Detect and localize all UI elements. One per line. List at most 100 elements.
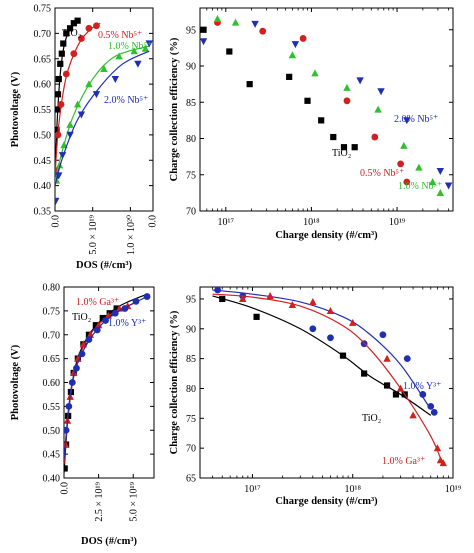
plot-area <box>64 293 151 474</box>
data-point <box>349 318 357 326</box>
data-point <box>213 14 222 22</box>
plot-area <box>200 14 453 196</box>
data-point <box>68 379 76 386</box>
x-tick-label: 10¹⁹ <box>389 217 406 228</box>
y-tick-label: 0.40 <box>43 474 61 485</box>
data-point <box>383 354 391 362</box>
data-point <box>327 334 334 342</box>
y-tick-label: 0.65 <box>43 354 61 365</box>
series-annotation: 1.0% Y³⁺ <box>108 318 146 329</box>
data-point <box>111 309 119 317</box>
y-tick-label: 0.40 <box>34 181 52 192</box>
data-point <box>64 426 70 434</box>
y-tick-label: 0.80 <box>43 283 61 294</box>
x-tick-label: 10¹⁸ <box>344 484 361 495</box>
series-3 <box>55 40 153 205</box>
data-point <box>93 326 101 334</box>
y-tick-label: 70 <box>186 207 196 218</box>
data-point <box>379 331 387 339</box>
data-point <box>374 105 382 113</box>
series-annotation: 2.0% Nb⁵⁺ <box>104 95 148 106</box>
data-point <box>403 178 411 186</box>
data-point <box>326 306 335 314</box>
y-tick-label: 85 <box>186 354 196 365</box>
x-tick-label-extra: 0.0 <box>148 215 159 228</box>
y-tick-label: 95 <box>186 25 196 36</box>
data-point <box>58 50 65 57</box>
y-tick-label: 0.65 <box>34 54 52 65</box>
series-annotation: 1.0% Nb⁵⁺ <box>108 41 152 52</box>
data-point <box>73 364 80 372</box>
data-point <box>58 152 67 160</box>
data-point <box>304 97 311 104</box>
fit-line <box>55 50 150 186</box>
series-annotation: 1.0% Y³⁺ <box>403 381 441 392</box>
series-annotation: TiO₂ <box>62 28 81 39</box>
data-point <box>79 340 88 348</box>
series-1 <box>55 22 101 176</box>
series-2 <box>212 292 447 467</box>
data-point <box>85 336 93 343</box>
y-tick-label: 0.55 <box>43 402 61 413</box>
y-tick-label: 80 <box>186 134 196 145</box>
data-point <box>66 120 74 128</box>
y-tick-label: 0.75 <box>43 306 61 317</box>
data-point <box>226 48 233 55</box>
data-point <box>396 384 405 392</box>
data-point <box>145 40 153 48</box>
data-point <box>239 295 247 303</box>
data-point <box>64 465 68 472</box>
data-point <box>392 391 400 398</box>
x-tick-label: 10¹⁸ <box>303 217 320 228</box>
data-point <box>259 27 267 35</box>
data-point <box>55 131 62 139</box>
data-point <box>343 97 351 105</box>
y-tick-label: 0.35 <box>34 207 52 218</box>
y-tick-label: 0.50 <box>43 426 61 437</box>
data-point <box>361 370 368 377</box>
y-tick-label: 75 <box>186 170 196 181</box>
data-point <box>106 310 113 317</box>
data-point <box>113 305 120 312</box>
series-2 <box>55 44 150 184</box>
series-2 <box>213 14 445 196</box>
y-axis-label: Photovoltage (V) <box>10 344 21 420</box>
data-point <box>415 163 423 171</box>
y-tick-label: 0.50 <box>34 130 52 141</box>
data-point <box>130 47 138 55</box>
y-tick-label: 90 <box>186 62 196 73</box>
data-point <box>65 402 73 410</box>
data-point <box>409 411 417 419</box>
y-tick-label: 65 <box>186 474 196 485</box>
data-point <box>430 408 438 416</box>
data-point <box>330 133 337 141</box>
data-point <box>57 60 64 67</box>
y-tick-label: 0.70 <box>43 330 61 341</box>
data-point <box>231 18 240 26</box>
data-point <box>121 305 129 312</box>
data-point <box>439 459 447 467</box>
panel-top-left-photovoltage-vs-dos-nb: 0.35 0.40 0.45 0.50 0.55 0.60 0.65 0.70 0.75 0.0 5… <box>10 4 159 272</box>
data-point <box>100 65 108 72</box>
data-point <box>111 75 120 83</box>
data-point <box>55 126 60 133</box>
series-annotation: 1.0% Ga³⁺ <box>76 297 119 308</box>
data-point <box>397 160 405 168</box>
plot-area <box>55 17 153 205</box>
data-point <box>403 117 411 125</box>
data-point <box>436 168 445 176</box>
data-point <box>427 402 435 410</box>
y-tick-label: 0.75 <box>34 4 52 15</box>
data-point <box>115 52 123 60</box>
data-point <box>70 50 78 58</box>
data-point <box>55 91 62 98</box>
fit-line <box>212 289 432 410</box>
data-point <box>309 298 317 306</box>
x-tick-label: 2.5 × 10¹⁹ <box>94 481 105 521</box>
data-point <box>340 144 348 151</box>
data-point <box>77 35 85 42</box>
panel-bottom-left-photovoltage-vs-dos-ga-y: 0.40 0.45 0.50 0.55 0.60 0.65 0.70 0.75 0.80 0.0 2… <box>10 283 155 547</box>
data-point <box>94 321 103 329</box>
y-tick-label: 80 <box>186 384 196 395</box>
